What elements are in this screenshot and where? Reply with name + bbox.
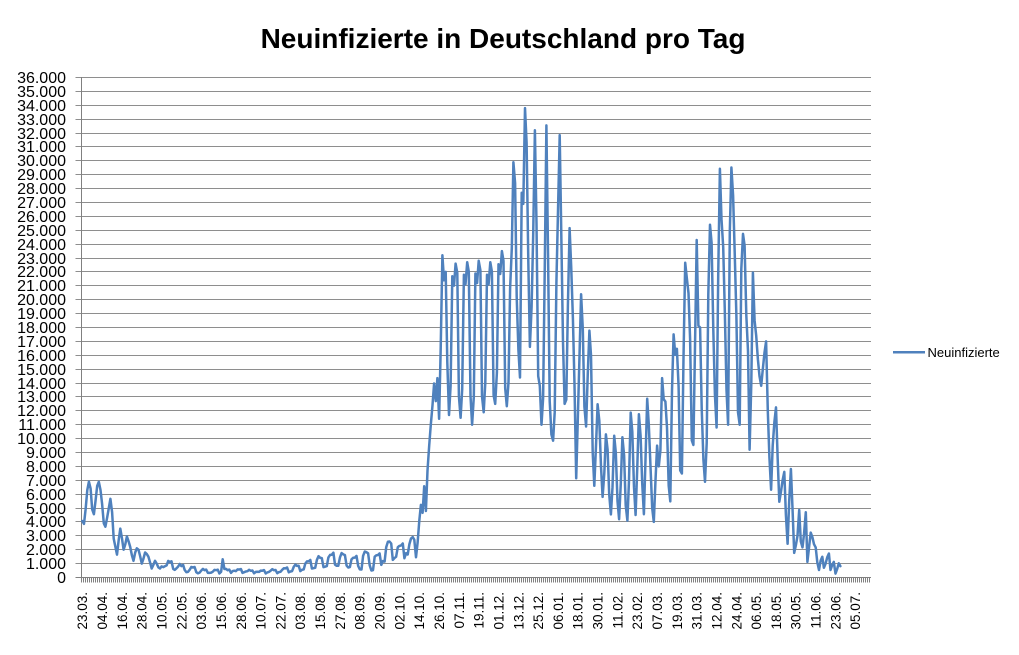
svg-text:31.03.: 31.03. <box>690 592 705 630</box>
svg-text:19.000: 19.000 <box>17 306 66 323</box>
svg-text:07.11.: 07.11. <box>452 592 467 629</box>
svg-text:28.04.: 28.04. <box>135 592 150 630</box>
svg-text:25.12.: 25.12. <box>531 592 546 630</box>
svg-text:18.000: 18.000 <box>17 320 66 337</box>
svg-text:10.07.: 10.07. <box>254 592 269 630</box>
svg-text:35.000: 35.000 <box>17 84 66 101</box>
svg-text:27.000: 27.000 <box>17 195 66 212</box>
svg-text:10.000: 10.000 <box>17 431 66 448</box>
svg-text:28.000: 28.000 <box>17 181 66 198</box>
svg-text:21.000: 21.000 <box>17 278 66 295</box>
svg-text:13.12.: 13.12. <box>511 592 526 630</box>
svg-text:29.000: 29.000 <box>17 167 66 184</box>
svg-text:12.000: 12.000 <box>17 403 66 420</box>
svg-text:22.07.: 22.07. <box>273 592 288 630</box>
svg-text:23.03.: 23.03. <box>75 592 90 630</box>
svg-text:32.000: 32.000 <box>17 126 66 143</box>
svg-text:03.06.: 03.06. <box>194 592 209 630</box>
svg-text:17.000: 17.000 <box>17 334 66 351</box>
svg-text:26.000: 26.000 <box>17 209 66 226</box>
svg-text:19.03.: 19.03. <box>670 592 685 630</box>
svg-text:34.000: 34.000 <box>17 98 66 115</box>
svg-text:9.000: 9.000 <box>26 445 66 462</box>
svg-text:31.000: 31.000 <box>17 139 66 156</box>
svg-text:3.000: 3.000 <box>26 528 66 545</box>
svg-text:20.000: 20.000 <box>17 292 66 309</box>
svg-text:03.08.: 03.08. <box>293 592 308 630</box>
svg-text:23.02.: 23.02. <box>630 592 645 630</box>
svg-text:8.000: 8.000 <box>26 459 66 476</box>
svg-text:10.05.: 10.05. <box>155 592 170 630</box>
svg-text:Neuinfizierte: Neuinfizierte <box>928 345 1000 360</box>
svg-text:22.05.: 22.05. <box>174 592 189 630</box>
svg-text:24.04.: 24.04. <box>729 592 744 630</box>
svg-text:36.000: 36.000 <box>17 70 66 87</box>
svg-text:06.05.: 06.05. <box>749 592 764 630</box>
svg-text:22.000: 22.000 <box>17 264 66 281</box>
svg-text:12.04.: 12.04. <box>710 592 725 630</box>
svg-text:4.000: 4.000 <box>26 514 66 531</box>
svg-text:23.000: 23.000 <box>17 251 66 268</box>
svg-text:30.05.: 30.05. <box>789 592 804 630</box>
svg-text:16.000: 16.000 <box>17 348 66 365</box>
svg-text:2.000: 2.000 <box>26 542 66 559</box>
svg-text:11.06.: 11.06. <box>809 592 824 629</box>
svg-text:04.04.: 04.04. <box>95 592 110 630</box>
svg-text:Neuinfizierte in Deutschland p: Neuinfizierte in Deutschland pro Tag <box>261 23 746 54</box>
svg-text:26.10.: 26.10. <box>432 592 447 630</box>
svg-text:24.000: 24.000 <box>17 237 66 254</box>
svg-text:02.10.: 02.10. <box>392 592 407 630</box>
svg-text:15.000: 15.000 <box>17 362 66 379</box>
svg-text:30.000: 30.000 <box>17 153 66 170</box>
svg-text:16.04.: 16.04. <box>115 592 130 630</box>
svg-text:14.10.: 14.10. <box>412 592 427 630</box>
svg-text:33.000: 33.000 <box>17 112 66 129</box>
svg-text:19.11.: 19.11. <box>472 592 487 629</box>
svg-text:7.000: 7.000 <box>26 473 66 490</box>
svg-text:11.000: 11.000 <box>18 417 66 434</box>
svg-text:25.000: 25.000 <box>17 223 66 240</box>
svg-text:5.000: 5.000 <box>26 501 66 518</box>
svg-text:11.02.: 11.02. <box>610 592 625 629</box>
svg-text:15.06.: 15.06. <box>214 592 229 630</box>
svg-text:14.000: 14.000 <box>17 376 66 393</box>
svg-text:6.000: 6.000 <box>26 487 66 504</box>
svg-text:23.06.: 23.06. <box>828 592 843 630</box>
svg-text:1.000: 1.000 <box>26 556 66 573</box>
svg-text:13.000: 13.000 <box>17 389 66 406</box>
svg-text:18.01.: 18.01. <box>571 592 586 630</box>
svg-text:20.09.: 20.09. <box>373 592 388 630</box>
svg-text:01.12.: 01.12. <box>491 592 506 630</box>
svg-text:27.08.: 27.08. <box>333 592 348 630</box>
svg-text:07.03.: 07.03. <box>650 592 665 630</box>
svg-text:0: 0 <box>57 570 66 587</box>
svg-text:05.07.: 05.07. <box>848 592 863 630</box>
svg-text:28.06.: 28.06. <box>234 592 249 630</box>
svg-text:15.08.: 15.08. <box>313 592 328 630</box>
svg-text:30.01.: 30.01. <box>591 592 606 630</box>
svg-text:06.01.: 06.01. <box>551 592 566 630</box>
svg-text:08.09.: 08.09. <box>353 592 368 630</box>
svg-text:18.05.: 18.05. <box>769 592 784 630</box>
